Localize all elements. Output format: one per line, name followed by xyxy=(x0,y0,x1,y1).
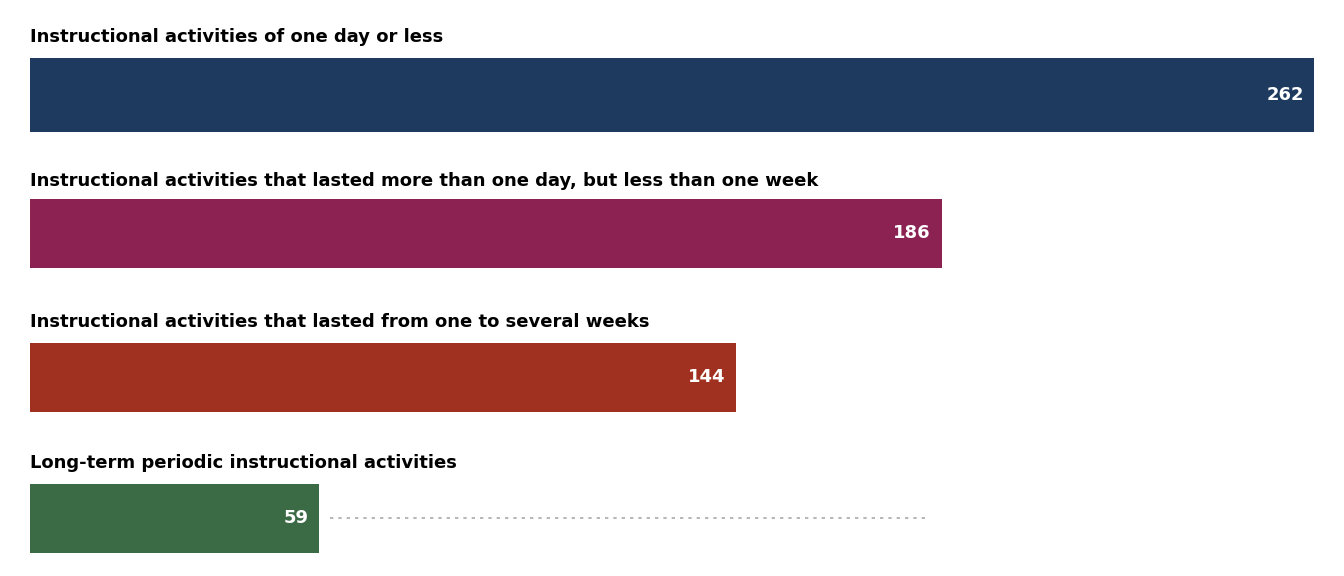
Text: Instructional activities that lasted more than one day, but less than one week: Instructional activities that lasted mor… xyxy=(30,172,818,190)
Text: 59: 59 xyxy=(284,509,308,528)
Text: Instructional activities that lasted from one to several weeks: Instructional activities that lasted fro… xyxy=(30,313,649,331)
Text: Instructional activities of one day or less: Instructional activities of one day or l… xyxy=(30,28,442,46)
Text: 186: 186 xyxy=(894,224,931,242)
Text: Long-term periodic instructional activities: Long-term periodic instructional activit… xyxy=(30,454,457,472)
Text: 144: 144 xyxy=(688,368,724,386)
Text: 262: 262 xyxy=(1266,86,1304,104)
